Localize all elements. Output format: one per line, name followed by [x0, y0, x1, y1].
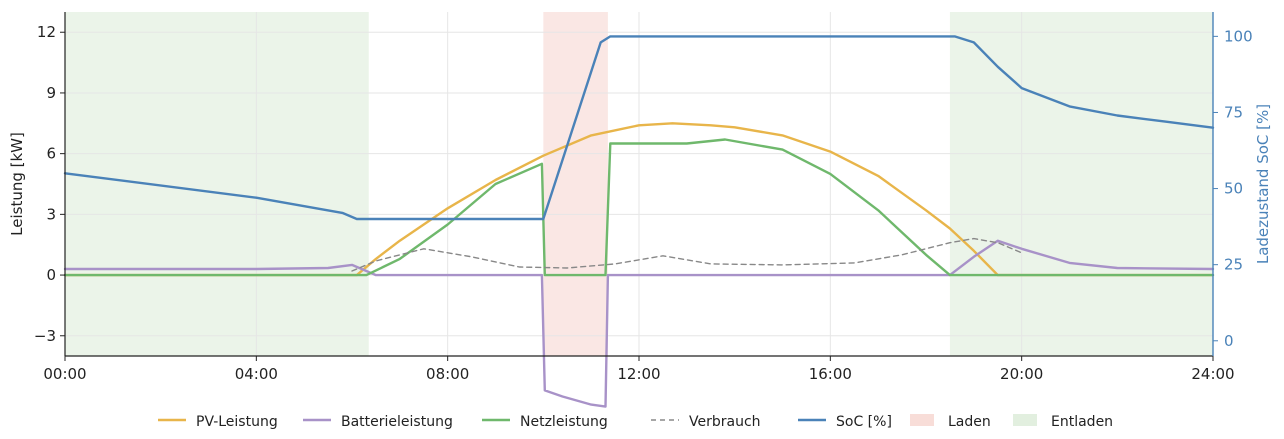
legend-label-pv-leistung: PV-Leistung	[196, 414, 278, 430]
series-line-soc	[63, 35, 1215, 221]
y-tick-label: 12	[37, 23, 56, 41]
y2-tick-label: 100	[1224, 27, 1253, 45]
region-entladen-2	[949, 12, 1213, 356]
x-tick-label: 16:00	[809, 365, 852, 383]
y2-tick-label: 25	[1224, 256, 1243, 274]
legend-label-entladen: Entladen	[1051, 414, 1113, 430]
region-entladen-0	[65, 12, 369, 356]
series-line-verbrauch	[351, 237, 1023, 272]
y-tick-label: −3	[34, 327, 56, 345]
y-tick-label: 0	[46, 266, 56, 284]
y-tick-label: 9	[46, 84, 56, 102]
legend-label-laden: Laden	[948, 414, 991, 430]
legend-label-soc: SoC [%]	[836, 414, 892, 430]
axes: 00:00 04:00 08:00 12:00 16:00 20:00 24:00 −3 0 3 6…	[34, 12, 1253, 383]
legend-label-verbrauch: Verbrauch	[689, 414, 761, 430]
series-line-netzleistung	[63, 138, 1215, 277]
legend-label-netzleistung: Netzleistung	[520, 414, 608, 430]
y2-tick-label: 75	[1224, 103, 1243, 121]
x-tick-label: 24:00	[1191, 365, 1234, 383]
legend-swatch-laden	[910, 414, 934, 426]
series-lines	[63, 35, 1215, 408]
x-tick-label: 12:00	[617, 365, 660, 383]
x-tick-label: 20:00	[1000, 365, 1043, 383]
x-tick-label: 08:00	[426, 365, 469, 383]
region-laden-1	[543, 12, 608, 356]
y-tick-label: 6	[46, 145, 56, 163]
legend: PV-Leistung Batterieleistung Netzleistung V…	[158, 414, 1113, 430]
y2-tick-label: 0	[1224, 332, 1234, 350]
y-tick-label: 3	[46, 205, 56, 223]
x-tick-label: 04:00	[235, 365, 278, 383]
y2-axis-label: Ladezustand SoC [%]	[1254, 104, 1272, 264]
shaded-regions	[65, 12, 1213, 356]
legend-swatch-entladen	[1013, 414, 1037, 426]
series-line-batterieleistung	[63, 239, 1215, 408]
y2-tick-label: 50	[1224, 180, 1243, 198]
x-tick-label: 00:00	[43, 365, 86, 383]
series-line-pv-leistung	[63, 122, 1215, 277]
legend-label-batterieleistung: Batterieleistung	[341, 414, 453, 430]
y-axis-label: Leistung [kW]	[8, 132, 26, 236]
